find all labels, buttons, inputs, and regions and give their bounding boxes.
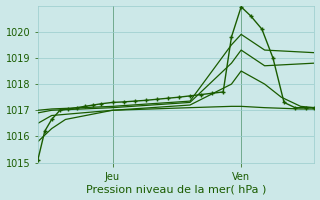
X-axis label: Pression niveau de la mer( hPa ): Pression niveau de la mer( hPa )	[86, 184, 266, 194]
